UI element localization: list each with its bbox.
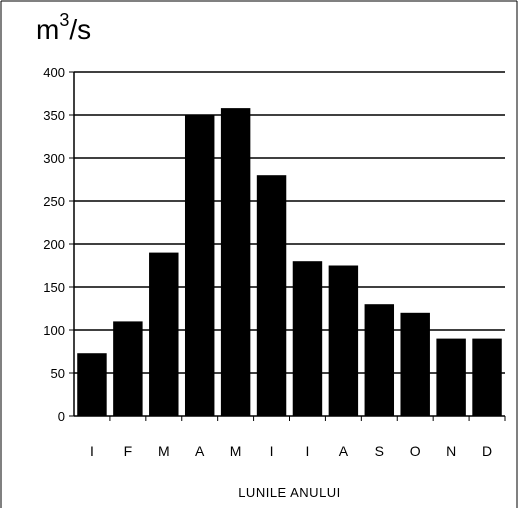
y-unit-base: m: [36, 14, 60, 45]
y-tick-label: 50: [51, 366, 65, 381]
x-tick-label: M: [158, 443, 170, 459]
bar: [400, 312, 430, 416]
x-tick-label: I: [306, 443, 310, 459]
y-tick-label: 350: [43, 108, 65, 123]
x-tick-label: N: [446, 443, 456, 459]
gridlines: [74, 71, 505, 374]
x-tick-label: A: [339, 443, 349, 459]
axes: [69, 71, 506, 421]
y-unit-label: m3/s: [36, 10, 92, 46]
bar: [77, 353, 107, 416]
bar: [292, 261, 323, 416]
y-unit-exponent: 3: [59, 10, 70, 30]
x-tick-label: M: [230, 443, 242, 459]
bars: [77, 108, 502, 417]
x-axis-label: LUNILE ANULUI: [238, 485, 341, 500]
bar: [364, 304, 395, 416]
y-unit-suffix: /s: [69, 14, 92, 45]
y-tick-label: 0: [58, 409, 65, 424]
bar: [220, 108, 251, 417]
y-tick-label: 200: [43, 237, 65, 252]
bar: [149, 252, 179, 416]
x-tick-label: A: [195, 443, 205, 459]
y-tick-label: 100: [43, 323, 65, 338]
y-tick-label: 300: [43, 151, 65, 166]
bar: [328, 265, 359, 416]
x-tick-label: D: [482, 443, 492, 459]
y-tick-label: 400: [43, 65, 65, 80]
bar: [113, 321, 143, 416]
x-tick-label: I: [270, 443, 274, 459]
x-tick-label: F: [124, 443, 133, 459]
y-tick-label: 250: [43, 194, 65, 209]
x-tick-label: S: [375, 443, 384, 459]
y-tick-labels: 0 50 100 150 200 250 300 350 400: [43, 65, 65, 424]
bar: [184, 115, 215, 416]
x-tick-label: O: [410, 443, 421, 459]
bar: [436, 338, 466, 416]
y-tick-label: 150: [43, 280, 65, 295]
bar: [256, 175, 287, 416]
bar: [472, 338, 502, 416]
x-tick-label: I: [90, 443, 94, 459]
